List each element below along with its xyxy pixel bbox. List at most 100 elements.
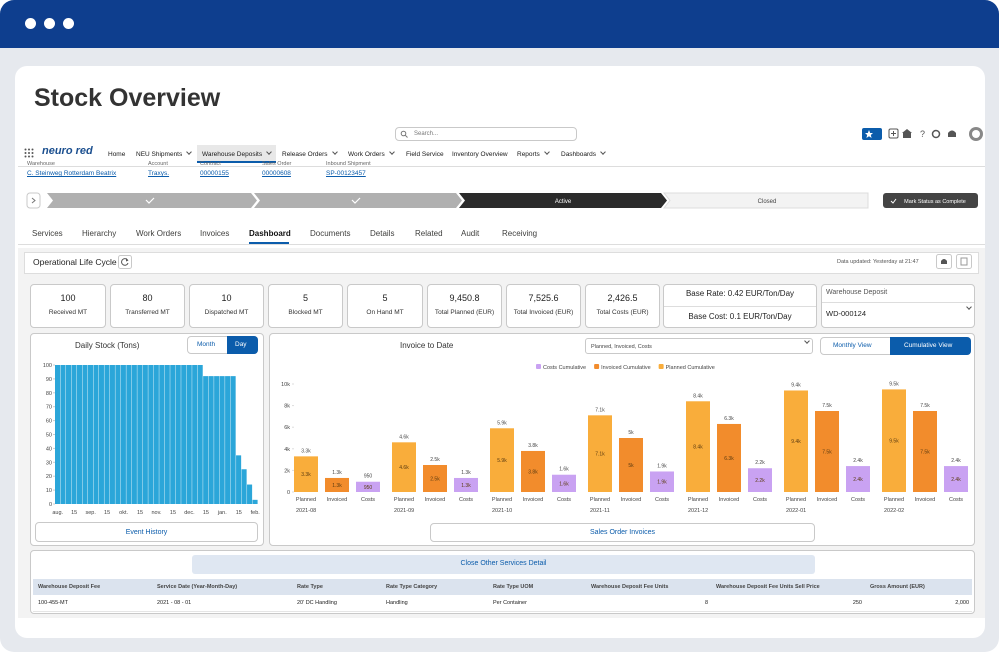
window-bar: [0, 0, 999, 48]
tab[interactable]: Documents: [310, 229, 351, 238]
status-path: Active Closed Mark Status as Complete: [26, 192, 978, 209]
page-title: Stock Overview: [34, 84, 221, 112]
cumulative-view[interactable]: Cumulative View: [904, 342, 953, 349]
nav-item[interactable]: Inventory Overview: [452, 151, 508, 158]
base-cost: Base Cost: 0.1 EUR/Ton/Day: [688, 312, 792, 321]
series-filter[interactable]: Planned, Invoiced, Costs: [585, 338, 813, 354]
table-header[interactable]: Warehouse Deposit Fee: [38, 584, 101, 590]
path-stage[interactable]: Closed: [758, 199, 777, 205]
tab[interactable]: Related: [415, 229, 443, 238]
deposit-value[interactable]: WD-000124: [826, 309, 867, 318]
kpi-label: Received MT: [48, 309, 88, 316]
view-active: [890, 337, 971, 355]
sales-order-invoices-button[interactable]: Sales Order Invoices: [430, 523, 815, 542]
field-value[interactable]: 00000155: [200, 170, 229, 177]
nav-item[interactable]: Reports: [517, 151, 549, 158]
kpi-label: On Hand MT: [366, 309, 404, 316]
toggle-day[interactable]: Day: [235, 341, 247, 348]
tab-underline: [249, 242, 289, 244]
nav-item[interactable]: Dashboards: [561, 151, 605, 158]
tab[interactable]: Dashboard: [249, 229, 291, 238]
kpi-label: Blocked MT: [288, 309, 323, 316]
table-cell: Per Container: [493, 600, 527, 606]
kpi-label: Total Planned (EUR): [434, 309, 495, 316]
section-header: [24, 252, 979, 274]
tab[interactable]: Audit: [461, 229, 480, 238]
field-label: Account: [148, 161, 168, 167]
nav-item[interactable]: Warehouse Deposits: [202, 151, 271, 158]
table-header[interactable]: Warehouse Deposit Fee Units: [591, 584, 669, 590]
kpi-value: 9,450.8: [449, 293, 480, 303]
table-cell: 20' DC Handling: [297, 600, 337, 606]
kpi-card: 10 Dispatched MT: [189, 284, 264, 328]
tab[interactable]: Work Orders: [136, 229, 182, 238]
table-header[interactable]: Rate Type UOM: [493, 584, 534, 590]
svg-text:?: ?: [920, 129, 925, 139]
mark-complete-button[interactable]: Mark Status as Complete: [904, 199, 966, 205]
deposit-dropdown[interactable]: [962, 307, 971, 313]
window-dot: [44, 18, 55, 29]
tab[interactable]: Receiving: [502, 229, 538, 238]
section-actions: [936, 254, 972, 269]
table-cell: 250: [852, 600, 862, 606]
deposit-label: Warehouse Deposit: [826, 289, 888, 296]
tab[interactable]: Details: [370, 229, 395, 238]
refresh-button[interactable]: [118, 255, 132, 269]
invoice-card: [269, 333, 975, 546]
kpi-card: 5 On Hand MT: [347, 284, 423, 328]
monthly-view[interactable]: Monthly View: [833, 342, 872, 349]
kpi-value: 5: [302, 293, 308, 303]
daily-stock-card: [30, 333, 264, 546]
field-label: Sales Order: [262, 161, 292, 167]
field-value[interactable]: 00000608: [262, 170, 291, 177]
toggle-month[interactable]: Month: [197, 341, 216, 348]
field-value[interactable]: C. Steinweg Rotterdam Beatrix: [27, 170, 117, 177]
kpi-card: 7,525.6 Total Invoiced (EUR): [506, 284, 581, 328]
window-dot: [25, 18, 36, 29]
logo[interactable]: neuro red: [42, 145, 93, 157]
base-rate: Base Rate: 0.42 EUR/Ton/Day: [685, 289, 795, 298]
kpi-card: 80 Transferred MT: [110, 284, 185, 328]
table-cell: 2,000: [955, 600, 969, 606]
nav-item[interactable]: NEU Shipments: [136, 151, 191, 158]
close-services-button[interactable]: Close Other Services Detail: [192, 555, 815, 574]
tab[interactable]: Services: [32, 229, 63, 238]
section-title: Operational Life Cycle: [33, 257, 117, 267]
kpi-card: 5 Blocked MT: [268, 284, 343, 328]
search-box[interactable]: Search...: [395, 127, 577, 141]
kpi-label: Total Invoiced (EUR): [513, 309, 574, 316]
rates-box: Base Rate: 0.42 EUR/Ton/Day Base Cost: 0…: [663, 284, 817, 328]
table-header[interactable]: Warehouse Deposit Fee Units Sell Price: [716, 584, 820, 590]
chart-title: Daily Stock (Tons): [75, 341, 140, 350]
filter-chevron: [800, 341, 809, 347]
header-icons: ?: [862, 127, 983, 141]
updated-text: Data updated: Yesterday at 21:47: [837, 259, 919, 265]
table-header[interactable]: Rate Type: [297, 584, 323, 590]
nav-item[interactable]: Field Service: [406, 151, 444, 158]
field-value[interactable]: Traxys.: [148, 170, 170, 177]
field-label: Warehouse: [27, 161, 55, 167]
deposit-box: Warehouse Deposit WD-000124: [821, 284, 975, 328]
table-cell: 100-455-MT: [38, 600, 68, 606]
nav-item[interactable]: Home: [108, 151, 126, 158]
search-icon: [400, 130, 408, 138]
app-launcher[interactable]: [24, 148, 34, 158]
nav-item[interactable]: Work Orders: [348, 151, 394, 158]
table-header[interactable]: Rate Type Category: [386, 584, 438, 590]
path-stage[interactable]: Active: [555, 199, 572, 205]
tab[interactable]: Invoices: [200, 229, 230, 238]
table-header[interactable]: Service Date (Year-Month-Day): [157, 584, 238, 590]
event-history-button[interactable]: Event History: [35, 522, 258, 542]
kpi-card: 9,450.8 Total Planned (EUR): [427, 284, 502, 328]
app-header: [18, 122, 985, 167]
kpi-card: 100 Received MT: [30, 284, 106, 328]
kpi-value: 5: [382, 293, 388, 303]
field-label: Inbound Shipment: [326, 161, 371, 167]
nav-item[interactable]: Release Orders: [282, 151, 337, 158]
tab[interactable]: Hierarchy: [82, 229, 117, 238]
field-value[interactable]: SP-00123457: [326, 170, 366, 177]
sort-icon[interactable]: [0, 0, 5, 5]
table-header[interactable]: Gross Amount (EUR): [870, 584, 925, 590]
field-label: Contract: [200, 161, 221, 167]
